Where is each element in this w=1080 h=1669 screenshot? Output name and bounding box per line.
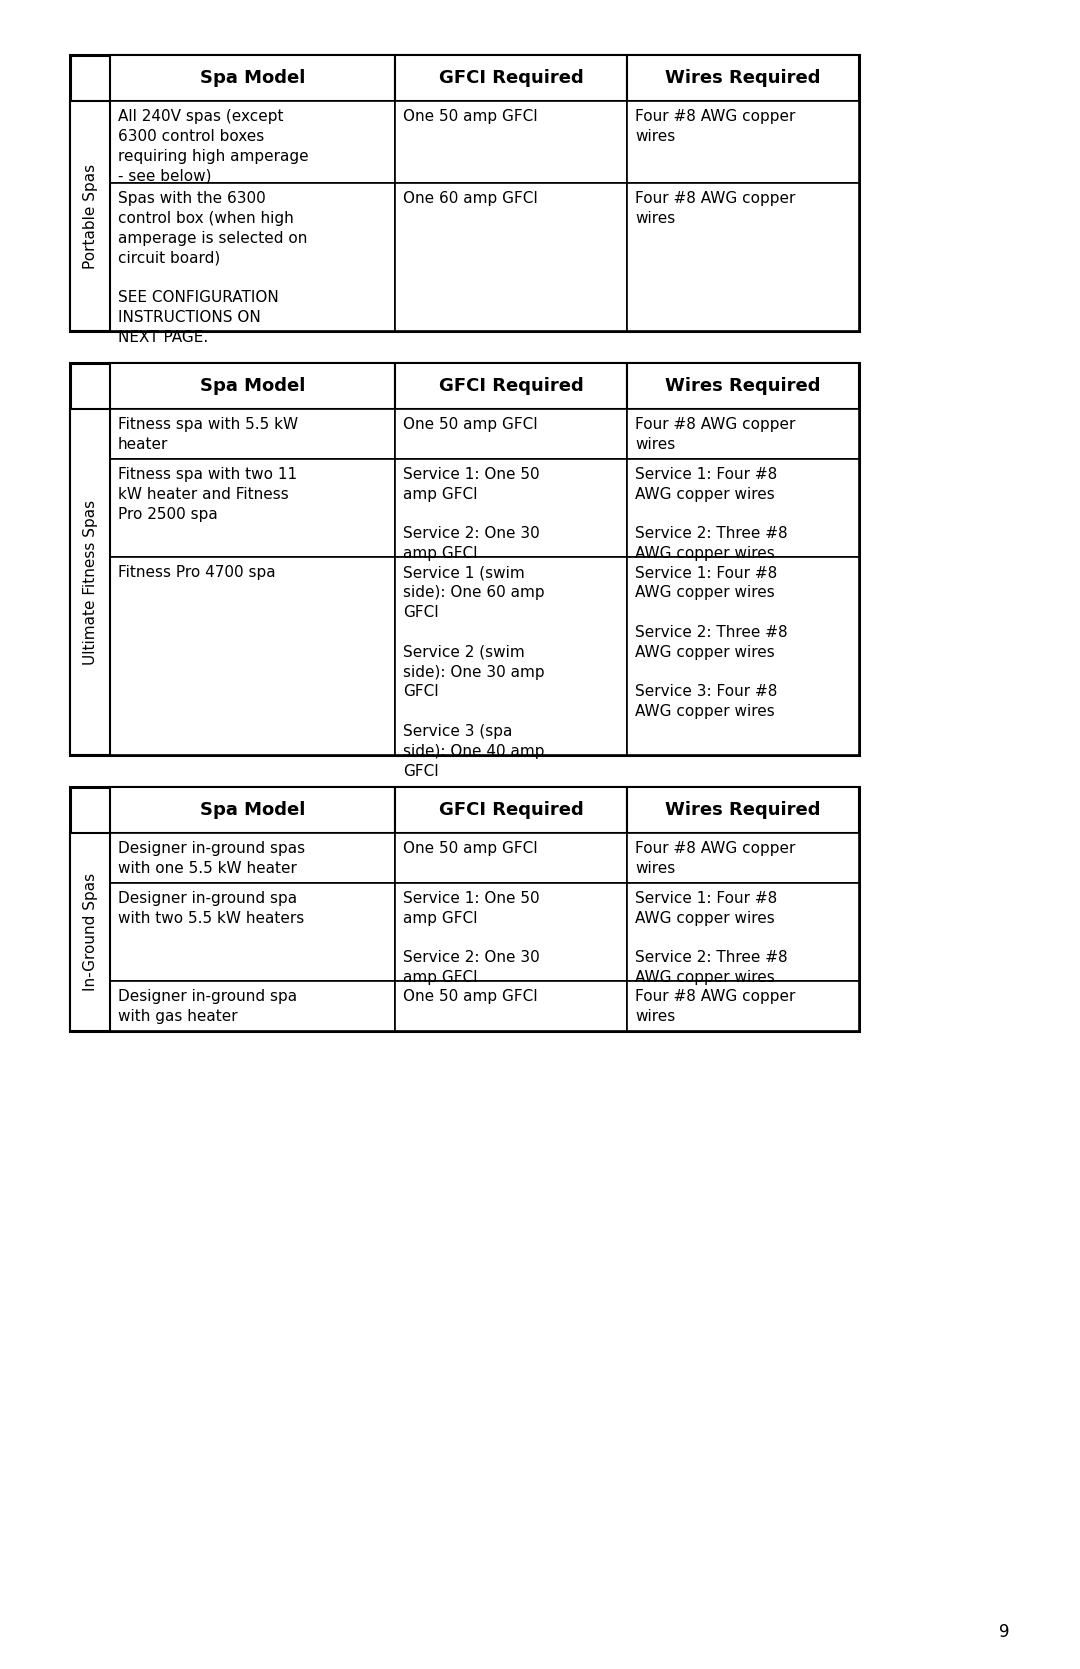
Bar	[110, 102, 395, 184]
Text: Spas with the 6300
control box (when high
amperage is selected on
circuit board): Spas with the 6300 control box (when hig…	[118, 190, 308, 344]
Text: Designer in-ground spas
with one 5.5 kW heater: Designer in-ground spas with one 5.5 kW …	[118, 841, 306, 876]
Bar	[70, 833, 110, 1031]
Bar	[627, 557, 859, 754]
Bar	[110, 184, 395, 330]
Bar	[70, 788, 859, 1031]
Bar	[395, 557, 627, 754]
Bar	[395, 833, 627, 883]
Bar	[70, 362, 859, 754]
Text: GFCI Required: GFCI Required	[438, 801, 583, 819]
Bar	[70, 102, 110, 330]
Text: Service 1: One 50
amp GFCI

Service 2: One 30
amp GFCI: Service 1: One 50 amp GFCI Service 2: On…	[403, 467, 540, 561]
Text: Fitness spa with two 11
kW heater and Fitness
Pro 2500 spa: Fitness spa with two 11 kW heater and Fi…	[118, 467, 297, 522]
Text: Portable Spas: Portable Spas	[82, 164, 97, 269]
Text: Designer in-ground spa
with gas heater: Designer in-ground spa with gas heater	[118, 990, 297, 1025]
Bar	[627, 981, 859, 1031]
Bar	[70, 55, 859, 330]
Text: In-Ground Spas: In-Ground Spas	[82, 873, 97, 991]
Text: Designer in-ground spa
with two 5.5 kW heaters: Designer in-ground spa with two 5.5 kW h…	[118, 891, 305, 926]
Bar	[395, 55, 627, 102]
Text: Spa Model: Spa Model	[200, 801, 306, 819]
Text: One 60 amp GFCI: One 60 amp GFCI	[403, 190, 538, 205]
Text: One 50 amp GFCI: One 50 amp GFCI	[403, 841, 538, 856]
Bar	[70, 409, 110, 754]
Text: Four #8 AWG copper
wires: Four #8 AWG copper wires	[635, 108, 795, 144]
Bar	[627, 833, 859, 883]
Bar	[110, 55, 395, 102]
Text: Wires Required: Wires Required	[665, 68, 821, 87]
Text: Service 1: Four #8
AWG copper wires

Service 2: Three #8
AWG copper wires: Service 1: Four #8 AWG copper wires Serv…	[635, 467, 787, 561]
Bar	[395, 459, 627, 557]
Bar	[110, 557, 395, 754]
Text: Spa Model: Spa Model	[200, 377, 306, 396]
Text: All 240V spas (except
6300 control boxes
requiring high amperage
- see below): All 240V spas (except 6300 control boxes…	[118, 108, 309, 184]
Bar	[627, 883, 859, 981]
Text: One 50 amp GFCI: One 50 amp GFCI	[403, 108, 538, 124]
Text: Four #8 AWG copper
wires: Four #8 AWG copper wires	[635, 417, 795, 452]
Text: Service 1: Four #8
AWG copper wires

Service 2: Three #8
AWG copper wires

Servi: Service 1: Four #8 AWG copper wires Serv…	[635, 566, 787, 719]
Bar	[395, 788, 627, 833]
Bar	[110, 788, 395, 833]
Text: Service 1: One 50
amp GFCI

Service 2: One 30
amp GFCI: Service 1: One 50 amp GFCI Service 2: On…	[403, 891, 540, 985]
Bar	[395, 883, 627, 981]
Text: Four #8 AWG copper
wires: Four #8 AWG copper wires	[635, 990, 795, 1025]
Bar	[110, 833, 395, 883]
Bar	[627, 788, 859, 833]
Bar	[627, 362, 859, 409]
Text: Wires Required: Wires Required	[665, 377, 821, 396]
Text: Fitness spa with 5.5 kW
heater: Fitness spa with 5.5 kW heater	[118, 417, 298, 452]
Bar	[627, 55, 859, 102]
Bar	[110, 459, 395, 557]
Bar	[395, 362, 627, 409]
Bar	[627, 184, 859, 330]
Text: Spa Model: Spa Model	[200, 68, 306, 87]
Text: Four #8 AWG copper
wires: Four #8 AWG copper wires	[635, 190, 795, 225]
Text: Wires Required: Wires Required	[665, 801, 821, 819]
Text: One 50 amp GFCI: One 50 amp GFCI	[403, 417, 538, 432]
Bar	[395, 102, 627, 184]
Text: Ultimate Fitness Spas: Ultimate Fitness Spas	[82, 499, 97, 664]
Text: Fitness Pro 4700 spa: Fitness Pro 4700 spa	[118, 566, 275, 581]
Text: GFCI Required: GFCI Required	[438, 68, 583, 87]
Text: Service 1: Four #8
AWG copper wires

Service 2: Three #8
AWG copper wires: Service 1: Four #8 AWG copper wires Serv…	[635, 891, 787, 985]
Text: Service 1 (swim
side): One 60 amp
GFCI

Service 2 (swim
side): One 30 amp
GFCI

: Service 1 (swim side): One 60 amp GFCI S…	[403, 566, 544, 778]
Bar	[627, 409, 859, 459]
Text: One 50 amp GFCI: One 50 amp GFCI	[403, 990, 538, 1005]
Bar	[395, 409, 627, 459]
Bar	[627, 459, 859, 557]
Bar	[627, 102, 859, 184]
Bar	[110, 883, 395, 981]
Text: GFCI Required: GFCI Required	[438, 377, 583, 396]
Bar	[110, 362, 395, 409]
Bar	[110, 409, 395, 459]
Text: Four #8 AWG copper
wires: Four #8 AWG copper wires	[635, 841, 795, 876]
Bar	[395, 184, 627, 330]
Bar	[395, 981, 627, 1031]
Bar	[110, 981, 395, 1031]
Text: 9: 9	[999, 1622, 1010, 1641]
